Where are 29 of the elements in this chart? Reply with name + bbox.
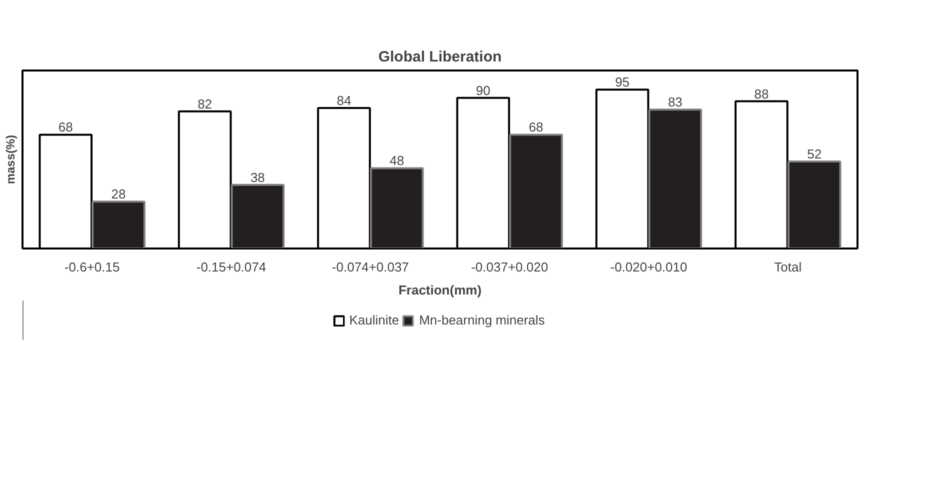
data-label: 28 [111,186,126,202]
x-tick-label: -0.15+0.074 [196,260,266,274]
x-tick-label: -0.6+0.15 [64,260,120,274]
x-tick-label: -0.074+0.037 [332,260,409,274]
legend-label: Mn-bearning minerals [419,312,545,328]
bar [648,108,702,248]
data-label: 52 [807,146,822,162]
legend-label: Kaulinite [349,312,400,328]
data-label: 82 [198,96,212,112]
data-label: 95 [615,74,630,90]
data-label: 84 [336,92,352,108]
bar [787,160,842,248]
data-label: 68 [58,120,73,135]
bar [230,184,285,248]
data-label: 48 [390,153,404,168]
x-tick-label: Total [774,260,802,274]
data-label: 68 [528,120,544,135]
x-tick-label: -0.020+0.010 [610,260,688,274]
y-axis-title: mass(%) [4,134,18,184]
data-label: 38 [250,170,265,185]
bar [509,134,563,248]
x-axis-title: Fraction(mm) [398,282,482,298]
chart-title: Global Liberation [378,48,502,66]
data-label: 83 [668,94,682,110]
bar [92,200,146,248]
x-tick-label: -0.037+0.020 [471,260,548,274]
data-label: 90 [476,82,490,98]
bar [370,167,424,248]
data-label: 88 [754,86,769,102]
